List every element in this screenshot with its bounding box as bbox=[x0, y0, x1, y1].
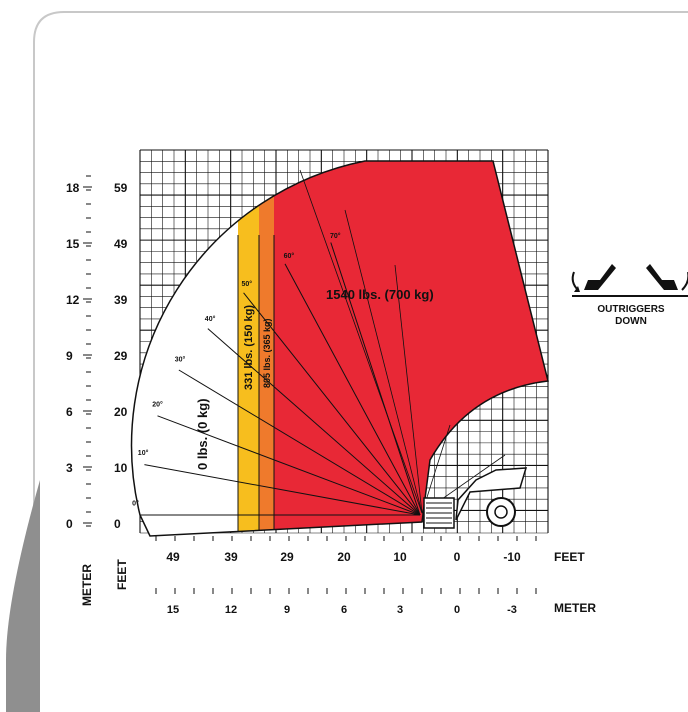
y-tick-meter: 6 bbox=[66, 405, 73, 419]
card-accent-bar bbox=[6, 480, 40, 712]
y-tick-meter: 9 bbox=[66, 349, 73, 363]
angle-label: 0° bbox=[132, 499, 139, 507]
boom-angle-line bbox=[144, 464, 421, 516]
x-tick-meter: 9 bbox=[284, 604, 290, 616]
boom-extension-line bbox=[394, 264, 423, 514]
card-border bbox=[33, 11, 688, 712]
zone-label-0: 0 lbs. (0 kg) bbox=[195, 398, 210, 470]
outriggers-line1: OUTRIGGERS bbox=[597, 304, 665, 315]
boom-angle-line bbox=[157, 415, 421, 516]
x-axis-feet-label: FEET bbox=[554, 550, 585, 564]
x-tick-feet: 39 bbox=[224, 550, 238, 564]
zone-label-1540: 1540 lbs. (700 kg) bbox=[326, 287, 434, 302]
boom-angle-line bbox=[207, 328, 421, 516]
boom-angle-line bbox=[178, 369, 421, 516]
x-tick-meter: 12 bbox=[225, 604, 237, 616]
y-axis-feet-label: FEET bbox=[115, 559, 129, 590]
angle-label: 50° bbox=[242, 280, 253, 288]
x-tick-feet: 10 bbox=[393, 550, 407, 564]
y-tick-feet: 20 bbox=[114, 405, 128, 419]
x-tick-feet: 49 bbox=[166, 550, 180, 564]
machine-cab bbox=[455, 467, 528, 521]
y-tick-meter: 15 bbox=[66, 237, 80, 251]
angle-label: 70° bbox=[330, 232, 341, 240]
reach-outline bbox=[130, 160, 549, 537]
x-tick-feet: 20 bbox=[337, 550, 351, 564]
boom-angle-line bbox=[243, 292, 421, 516]
y-tick-meter: 0 bbox=[66, 517, 73, 531]
reach-envelope bbox=[130, 160, 549, 537]
x-tick-meter: 15 bbox=[167, 604, 179, 616]
x-tick-feet: 29 bbox=[280, 550, 294, 564]
machine-hub bbox=[494, 505, 508, 519]
x-tick-meter: 6 bbox=[341, 604, 347, 616]
angle-label: 30° bbox=[175, 356, 186, 364]
x-tick-feet: -10 bbox=[503, 550, 521, 564]
y-tick-feet: 39 bbox=[114, 293, 128, 307]
boom-extension-line bbox=[344, 209, 423, 514]
y-tick-feet: 59 bbox=[114, 181, 128, 195]
angle-label: 60° bbox=[284, 252, 295, 260]
zone-805-fill-cover bbox=[259, 161, 274, 536]
angle-label: 20° bbox=[152, 401, 163, 409]
zone-331-fill-cover bbox=[238, 161, 259, 536]
x-tick-feet: 0 bbox=[454, 550, 461, 564]
x-tick-meter: 3 bbox=[397, 604, 403, 616]
zone-label-805: 805 lbs. (365 kg) bbox=[262, 318, 272, 388]
zone-label-331: 331 lbs. (150 kg) bbox=[243, 305, 255, 390]
y-tick-meter: 12 bbox=[66, 293, 80, 307]
outriggers-down-icon bbox=[571, 264, 688, 297]
y-tick-feet: 0 bbox=[114, 517, 121, 531]
y-tick-meter: 3 bbox=[66, 461, 73, 475]
y-tick-meter: 18 bbox=[66, 181, 80, 195]
angle-label: 40° bbox=[205, 315, 216, 323]
y-axis-meter-label: METER bbox=[80, 564, 94, 606]
boom-angle-line bbox=[284, 263, 421, 516]
boom-angle-line bbox=[330, 242, 421, 516]
x-axis-meter-label: METER bbox=[554, 601, 596, 615]
telehandler-icon bbox=[423, 467, 528, 529]
x-tick-meter: -3 bbox=[507, 604, 517, 616]
outriggers-line2: DOWN bbox=[615, 316, 647, 327]
boom-extension-line bbox=[299, 169, 423, 514]
y-tick-feet: 29 bbox=[114, 349, 128, 363]
y-tick-feet: 49 bbox=[114, 237, 128, 251]
x-tick-meter: 0 bbox=[454, 604, 460, 616]
y-tick-feet: 10 bbox=[114, 461, 128, 475]
angle-label: 10° bbox=[138, 449, 149, 457]
